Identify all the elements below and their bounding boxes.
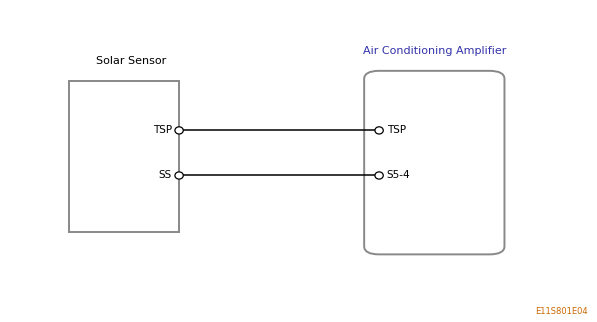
Text: TSP: TSP [153,125,172,136]
Ellipse shape [375,127,383,134]
Text: E11S801E04: E11S801E04 [536,307,588,316]
Text: Solar Sensor: Solar Sensor [96,56,166,66]
Ellipse shape [175,127,183,134]
FancyBboxPatch shape [364,71,504,254]
Ellipse shape [375,172,383,179]
FancyBboxPatch shape [69,80,179,232]
Text: SS: SS [159,170,172,181]
Ellipse shape [175,172,183,179]
Text: TSP: TSP [387,125,406,136]
Text: Air Conditioning Amplifier: Air Conditioning Amplifier [363,46,506,56]
Text: S5-4: S5-4 [387,170,411,181]
